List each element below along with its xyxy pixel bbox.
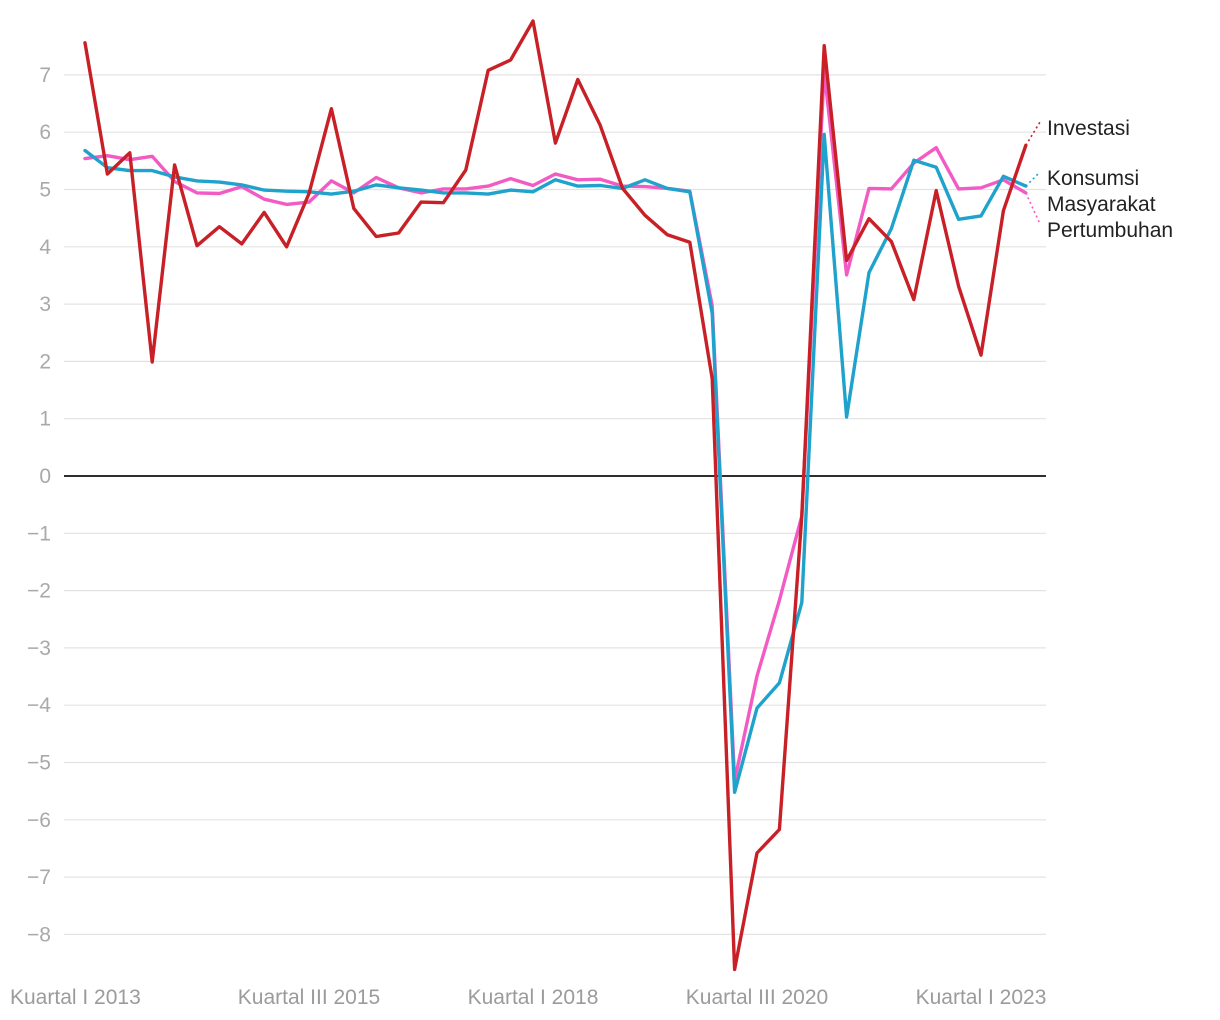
label-leader <box>1025 192 1041 225</box>
y-tick-label: 4 <box>39 236 51 259</box>
series-line-konsumsi-masyarakat <box>83 132 1028 794</box>
series-label: Konsumsi <box>1047 167 1139 190</box>
y-tick-label: −3 <box>27 637 51 660</box>
y-tick-label: 1 <box>39 408 51 431</box>
y-tick-label: −7 <box>27 866 51 889</box>
x-tick-label: Kuartal I 2013 <box>10 986 141 1009</box>
y-tick-label: 7 <box>39 64 51 87</box>
series-label: Masyarakat <box>1047 193 1156 216</box>
label-leader <box>1025 171 1041 187</box>
series-line-pertumbuhan <box>83 69 1028 783</box>
label-leader <box>1025 121 1041 146</box>
y-tick-label: −6 <box>27 809 51 832</box>
y-tick-label: −8 <box>27 923 51 946</box>
series-label: Pertumbuhan <box>1047 219 1173 242</box>
y-tick-label: 0 <box>39 465 51 488</box>
y-tick-label: −5 <box>27 752 51 775</box>
y-tick-label: 6 <box>39 121 51 144</box>
y-tick-label: 5 <box>39 179 51 202</box>
x-tick-label: Kuartal III 2020 <box>686 986 828 1009</box>
x-tick-label: Kuartal I 2018 <box>468 986 599 1009</box>
x-tick-label: Kuartal III 2015 <box>238 986 380 1009</box>
y-tick-label: −2 <box>27 580 51 603</box>
series-line-investasi <box>83 19 1028 972</box>
x-axis-ticks: Kuartal I 2013 Kuartal III 2015 Kuartal I … <box>10 986 1046 1009</box>
y-axis-ticks: −8 −7 −6 −5 −4 −3 −2 −1 0 1 2 3 4 5 6 7 <box>27 64 51 947</box>
series-label: Investasi <box>1047 117 1130 140</box>
y-tick-label: 2 <box>39 350 51 373</box>
y-tick-label: 3 <box>39 293 51 316</box>
y-tick-label: −4 <box>27 694 51 717</box>
x-tick-label: Kuartal I 2023 <box>916 986 1047 1009</box>
series-labels: Pertumbuhan Konsumsi Masyarakat Investasi <box>1025 117 1173 242</box>
y-tick-label: −1 <box>27 522 51 545</box>
series-lines <box>83 19 1028 972</box>
